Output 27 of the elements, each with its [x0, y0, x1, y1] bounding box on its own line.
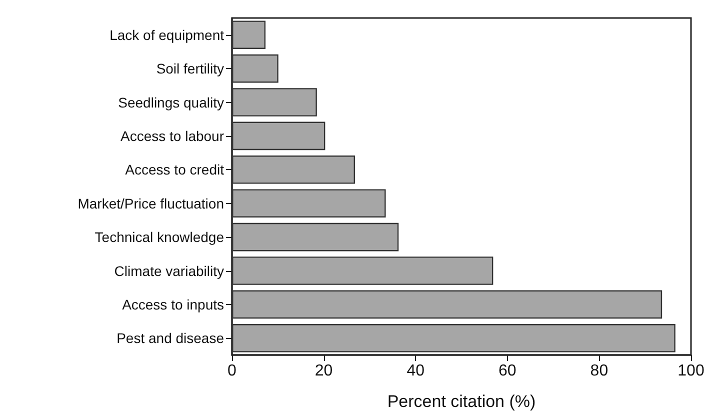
y-tick-label: Climate variability	[114, 262, 224, 279]
x-tick-label: 20	[314, 362, 333, 380]
bar	[232, 88, 317, 116]
y-tick-label: Access to inputs	[122, 296, 224, 312]
bar	[232, 122, 326, 150]
x-tick-label: 0	[228, 362, 237, 380]
bar	[232, 290, 662, 319]
bar	[232, 324, 676, 352]
x-tick-label: 40	[406, 362, 425, 380]
y-tick-label: Soil fertility	[156, 60, 224, 77]
bar	[232, 155, 356, 184]
y-tick-label: Pest and disease	[116, 330, 224, 346]
x-axis-title: Percent citation (%)	[387, 392, 536, 411]
bar	[232, 20, 266, 50]
y-tick-label: Technical knowledge	[94, 229, 224, 246]
y-tick-label: Access to labour	[120, 128, 224, 144]
y-tick-label: Access to credit	[125, 162, 224, 178]
bar	[232, 189, 386, 218]
x-tick-label: 60	[498, 362, 516, 380]
y-tick-label: Lack of equipment	[110, 26, 224, 43]
x-tick-label: 80	[590, 362, 608, 380]
x-tick-label: 100	[678, 362, 704, 380]
bar	[232, 54, 278, 83]
bar	[232, 222, 399, 252]
y-tick-label: Seedlings quality	[118, 94, 224, 110]
bar	[232, 256, 494, 285]
y-tick-label: Market/Price fluctuation	[78, 195, 224, 212]
